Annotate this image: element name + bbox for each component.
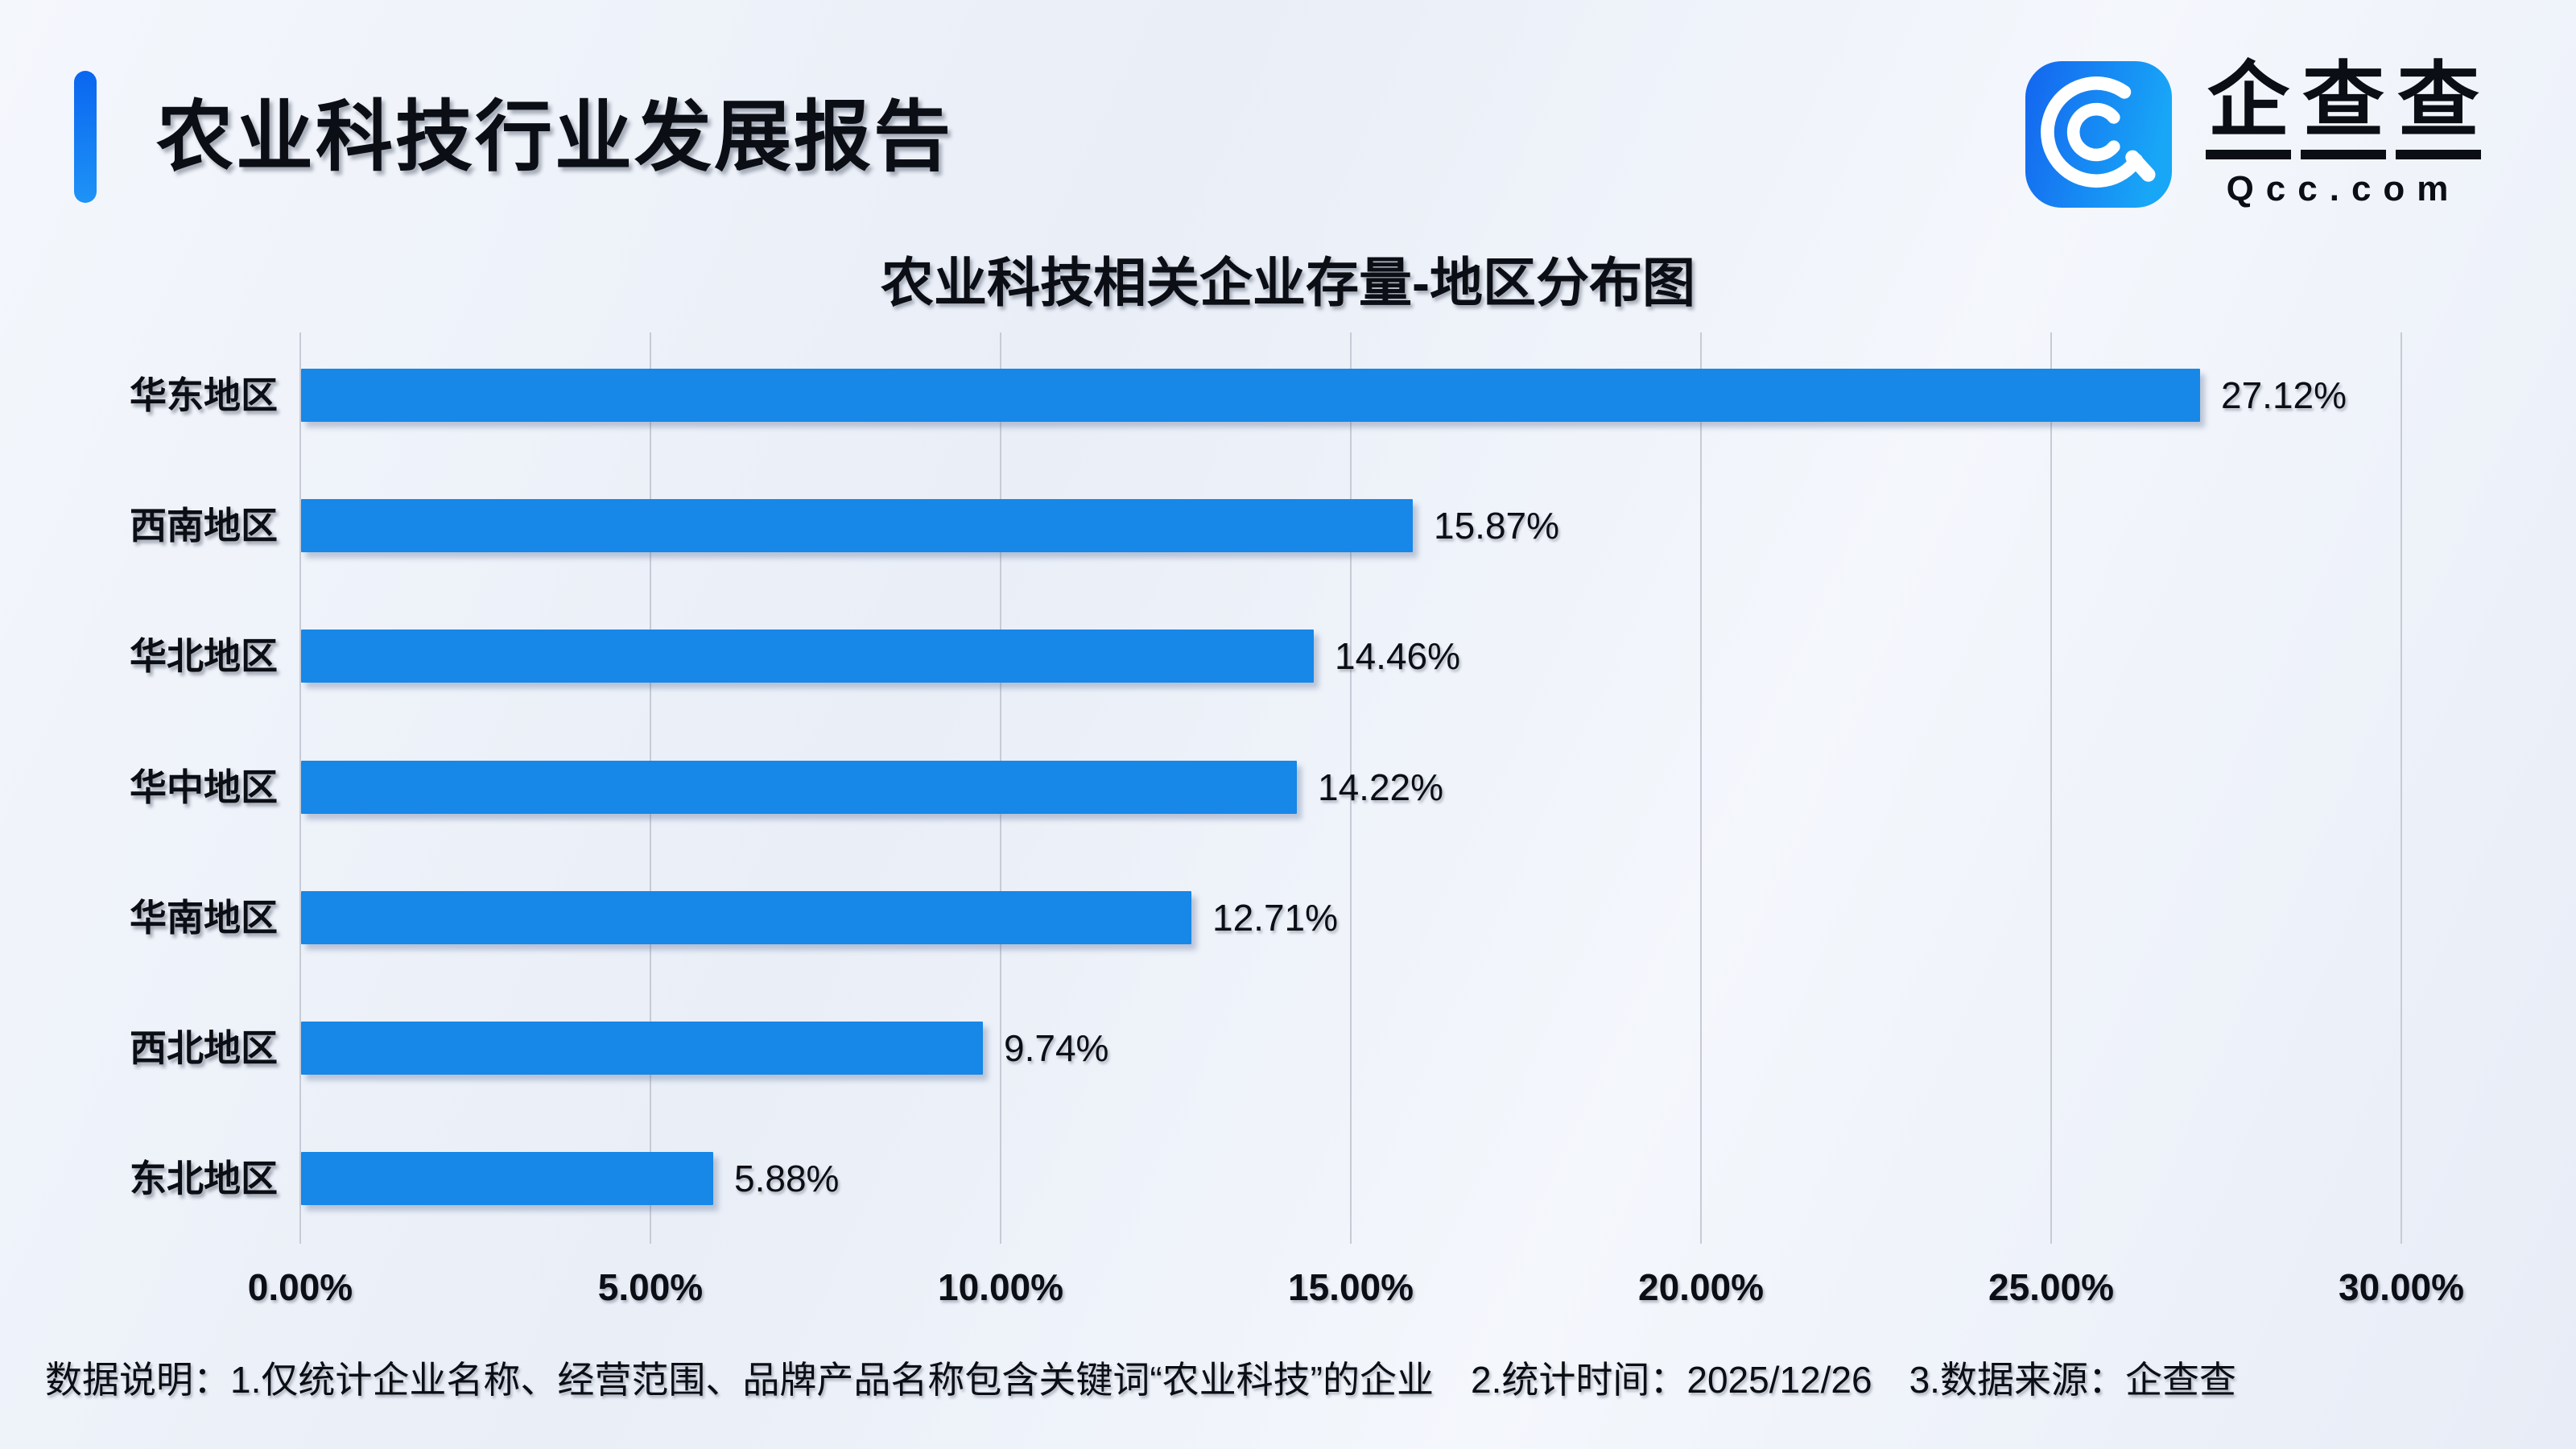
chart-title: 农业科技相关企业存量-地区分布图 [881, 253, 1695, 312]
x-tick-label: 15.00% [1287, 1266, 1414, 1308]
x-tick-label: 5.00% [597, 1266, 704, 1308]
category-label: 华南地区 [130, 896, 278, 939]
x-tick-label: 20.00% [1637, 1266, 1765, 1308]
data-note: 数据说明：1.仅统计企业名称、经营范围、品牌产品名称包含关键词“农业科技”的企业… [45, 1359, 2236, 1401]
gridline [2401, 332, 2402, 1244]
value-label: 15.87% [1434, 505, 1560, 547]
bar [301, 890, 1191, 944]
value-label: 27.12% [2221, 374, 2347, 417]
category-label: 西北地区 [130, 1026, 278, 1069]
logo-brand-cn: 企查查 [2201, 60, 2486, 159]
qcc-logo: 企查查 Qcc.com [2024, 60, 2486, 209]
bar [301, 1021, 983, 1075]
category-label: 东北地区 [130, 1157, 278, 1199]
gridline [1350, 332, 1352, 1244]
bar [301, 1151, 713, 1205]
x-tick-label: 0.00% [247, 1266, 353, 1308]
gridline [1700, 332, 1702, 1244]
value-label: 14.46% [1335, 635, 1461, 678]
logo-brand-en: Qcc.com [2226, 169, 2461, 208]
x-tick-label: 25.00% [1988, 1266, 2115, 1308]
value-label: 9.74% [1004, 1026, 1109, 1069]
qcc-logo-text: 企查查 Qcc.com [2201, 60, 2486, 209]
logo-brand-cn-char: 查 [2396, 60, 2481, 159]
x-tick-label: 30.00% [2338, 1266, 2465, 1308]
bar [301, 760, 1297, 814]
value-label: 12.71% [1212, 896, 1339, 939]
value-label: 5.88% [734, 1157, 840, 1199]
gridline [2050, 332, 2052, 1244]
report-title: 农业科技行业发展报告 [156, 94, 953, 180]
title-accent-bar [74, 71, 97, 203]
gridline [299, 332, 301, 1244]
bar [301, 499, 1413, 553]
value-label: 14.22% [1318, 766, 1444, 808]
category-label: 西南地区 [130, 505, 278, 547]
qcc-spiral-q-icon [2025, 60, 2173, 208]
category-label: 华中地区 [130, 766, 278, 808]
category-label: 华东地区 [130, 374, 278, 417]
bar [301, 369, 2200, 423]
x-tick-label: 10.00% [937, 1266, 1064, 1308]
logo-brand-cn-char: 查 [2301, 60, 2386, 159]
bar [301, 630, 1314, 683]
category-label: 华北地区 [130, 635, 278, 678]
logo-brand-cn-char: 企 [2206, 60, 2291, 159]
